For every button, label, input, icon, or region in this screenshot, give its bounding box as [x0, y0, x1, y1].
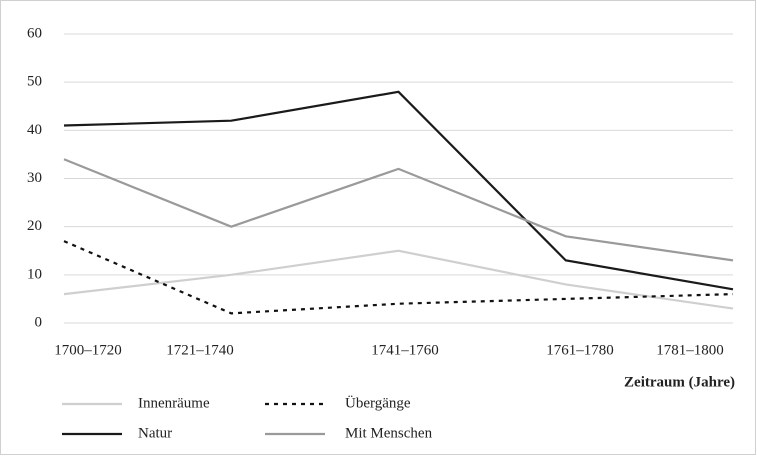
y-tick-label: 20	[27, 218, 42, 234]
y-tick-label: 0	[35, 314, 43, 330]
legend-label: Innenräume	[138, 395, 210, 411]
legend-label: Übergänge	[345, 394, 411, 411]
y-tick-label: 60	[27, 25, 42, 41]
x-tick-label: 1700–1720	[54, 342, 122, 358]
legend-label: Natur	[138, 425, 172, 441]
x-tick-label: 1741–1760	[371, 342, 439, 358]
series-line	[63, 90, 734, 291]
y-tick-label: 40	[27, 122, 42, 138]
series-line	[63, 249, 734, 310]
x-axis-label: Zeitraum (Jahre)	[624, 374, 735, 390]
legend-label: Mit Menschen	[345, 425, 433, 441]
y-tick-label: 50	[27, 74, 42, 90]
series-line	[63, 158, 734, 262]
x-tick-label: 1781–1800	[656, 342, 724, 358]
x-tick-label: 1761–1780	[546, 342, 614, 358]
y-tick-label: 10	[27, 266, 42, 282]
y-tick-label: 30	[27, 170, 42, 186]
x-tick-label: 1721–1740	[166, 342, 234, 358]
